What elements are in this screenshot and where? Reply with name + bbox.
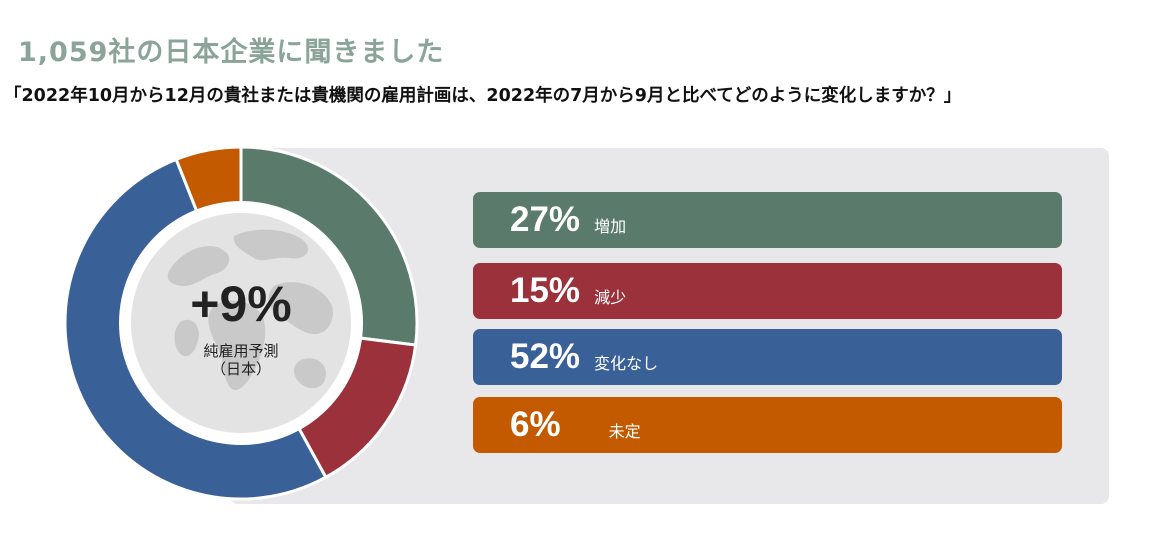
globe-icon: [167, 229, 333, 391]
center-label-line2: （日本）: [210, 360, 272, 378]
legend-value-decrease: 15%: [510, 271, 581, 310]
legend-label-undecided: 未定: [608, 422, 641, 441]
legend-label-no-change: 変化なし: [594, 354, 659, 373]
legend-bar-no-change: 52% 変化なし: [473, 329, 1062, 385]
legend-value-increase: 27%: [510, 200, 581, 239]
survey-question: 「2022年10月から12月の貴社または貴機関の雇用計画は、2022年の7月から…: [4, 86, 962, 106]
donut-chart: [64, 146, 419, 501]
legend-value-undecided: 6%: [510, 405, 561, 444]
page-title: 1,059社の日本企業に聞きました: [18, 37, 445, 68]
legend-bar-increase: 27% 増加: [473, 192, 1062, 248]
legend-bar-decrease: 15% 減少: [473, 263, 1062, 319]
legend-bar-undecided: 6% 未定: [473, 397, 1062, 453]
center-label: 純雇用予測 （日本）: [203, 342, 278, 378]
legend-label-increase: 増加: [594, 217, 627, 236]
legend-value-no-change: 52%: [510, 337, 581, 376]
center-value: +9%: [190, 276, 292, 332]
center-label-line1: 純雇用予測: [203, 342, 279, 360]
legend-label-decrease: 減少: [594, 288, 627, 307]
